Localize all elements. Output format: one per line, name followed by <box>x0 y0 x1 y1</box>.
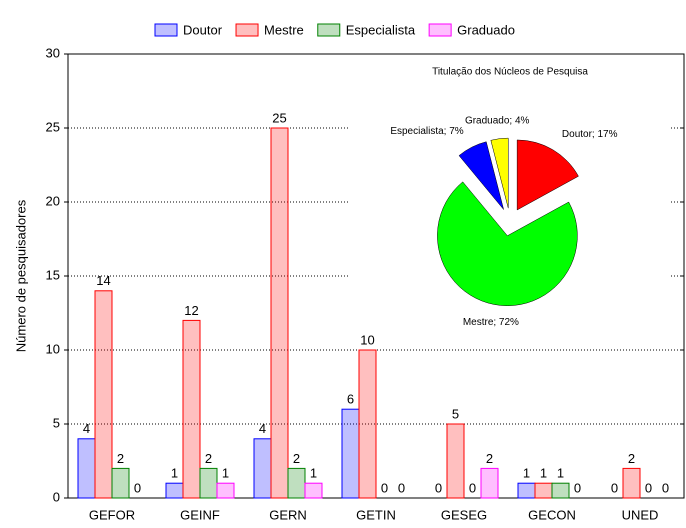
y-tick-label: 0 <box>53 489 60 504</box>
value-label: 2 <box>486 451 493 466</box>
value-label: 0 <box>398 480 405 495</box>
legend-swatch <box>235 23 259 37</box>
x-tick-label: GESEG <box>441 507 487 522</box>
y-tick-label: 10 <box>46 341 60 356</box>
pie-label: Graduado; 4% <box>465 115 530 126</box>
value-label: 1 <box>557 466 564 481</box>
value-label: 25 <box>272 110 286 125</box>
value-label: 0 <box>435 480 442 495</box>
value-label: 0 <box>662 480 669 495</box>
value-label: 2 <box>205 451 212 466</box>
value-label: 10 <box>360 332 374 347</box>
value-label: 4 <box>259 421 266 436</box>
legend-label: Graduado <box>457 22 515 37</box>
bar <box>304 482 323 499</box>
x-tick-label: GEFOR <box>89 507 135 522</box>
x-tick-label: GETIN <box>356 507 396 522</box>
bar <box>77 438 96 499</box>
y-tick-label: 25 <box>46 119 60 134</box>
legend-label: Mestre <box>264 22 304 37</box>
bar <box>253 438 272 499</box>
value-label: 12 <box>184 303 198 318</box>
y-axis-label: Número de pesquisadores <box>13 199 28 352</box>
legend-swatch <box>428 23 452 37</box>
pie-label: Doutor; 17% <box>562 129 618 140</box>
value-label: 1 <box>523 466 530 481</box>
bar <box>182 319 201 499</box>
value-label: 0 <box>645 480 652 495</box>
value-label: 2 <box>117 451 124 466</box>
value-label: 0 <box>611 480 618 495</box>
pie-slice <box>516 139 579 211</box>
bar <box>111 467 130 499</box>
bar <box>622 467 641 499</box>
value-label: 1 <box>171 466 178 481</box>
legend-swatch <box>154 23 178 37</box>
bar <box>480 467 499 499</box>
x-tick-label: GEINF <box>180 507 220 522</box>
pie-slice <box>490 137 509 209</box>
pie-label: Especialista; 7% <box>390 126 463 137</box>
x-tick-label: GECON <box>528 507 576 522</box>
pie-title: Titulação dos Núcleos de Pesquisa <box>432 67 588 78</box>
bar <box>287 467 306 499</box>
bar <box>199 467 218 499</box>
value-label: 5 <box>452 406 459 421</box>
value-label: 1 <box>222 466 229 481</box>
bar <box>216 482 235 499</box>
value-label: 0 <box>574 480 581 495</box>
bar <box>270 127 289 499</box>
legend-swatch <box>317 23 341 37</box>
value-label: 0 <box>469 480 476 495</box>
bar <box>551 482 570 499</box>
value-label: 1 <box>540 466 547 481</box>
legend-label: Doutor <box>183 22 223 37</box>
bar <box>517 482 536 499</box>
value-label: 6 <box>347 392 354 407</box>
bar <box>534 482 553 499</box>
pie-slice <box>458 141 504 210</box>
x-tick-label: GERN <box>269 507 307 522</box>
y-tick-label: 30 <box>46 45 60 60</box>
value-label: 14 <box>96 273 110 288</box>
bar <box>358 349 377 499</box>
pie-label: Mestre; 72% <box>463 317 519 328</box>
y-tick-label: 20 <box>46 193 60 208</box>
value-label: 1 <box>310 466 317 481</box>
pie-slice <box>437 181 578 306</box>
value-label: 2 <box>628 451 635 466</box>
legend-label: Especialista <box>346 22 416 37</box>
bar <box>94 290 113 499</box>
value-label: 0 <box>381 480 388 495</box>
value-label: 4 <box>83 421 90 436</box>
bar <box>341 408 360 499</box>
y-tick-label: 15 <box>46 267 60 282</box>
bar <box>446 423 465 499</box>
value-label: 2 <box>293 451 300 466</box>
bar <box>165 482 184 499</box>
x-tick-label: UNED <box>622 507 659 522</box>
y-tick-label: 5 <box>53 415 60 430</box>
value-label: 0 <box>134 480 141 495</box>
